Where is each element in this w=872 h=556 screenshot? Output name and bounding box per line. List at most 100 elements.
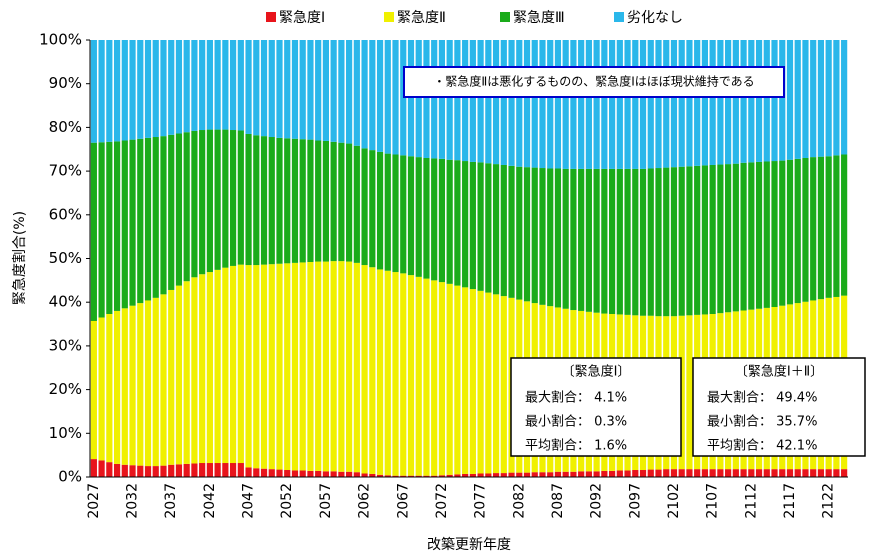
- bar-segment: [431, 40, 438, 159]
- bar-segment: [678, 40, 685, 167]
- bar-segment: [361, 265, 368, 474]
- bar-segment: [585, 471, 592, 477]
- bar-segment: [438, 475, 446, 477]
- bar-segment: [400, 475, 407, 477]
- bar-segment: [802, 40, 809, 158]
- bar-segment: [500, 473, 507, 477]
- bar-segment: [98, 142, 105, 318]
- bar-segment: [585, 40, 592, 169]
- bar-segment: [817, 156, 825, 300]
- bar-segment: [570, 40, 577, 169]
- x-tick-label: 2107: [705, 483, 721, 519]
- bar-segment: [315, 261, 322, 471]
- bar-segment: [492, 294, 500, 474]
- bar-segment: [369, 150, 376, 268]
- legend-swatch: [614, 12, 624, 22]
- bar-segment: [531, 167, 538, 304]
- y-tick-label: 80%: [49, 118, 82, 136]
- y-tick-label: 40%: [49, 293, 82, 311]
- bar-segment: [639, 470, 647, 477]
- bar-segment: [825, 40, 832, 157]
- bar-segment: [632, 40, 639, 169]
- bar-segment: [539, 40, 546, 169]
- bar-segment: [446, 40, 453, 160]
- x-tick-label: 2067: [395, 483, 411, 519]
- bar-segment: [175, 464, 183, 477]
- bar-segment: [663, 469, 670, 477]
- x-tick-label: 2077: [473, 483, 489, 519]
- bar-segment: [709, 469, 716, 477]
- bar-segment: [593, 40, 600, 169]
- bar-segment: [431, 475, 438, 477]
- bar-segment: [686, 40, 693, 167]
- bar-segment: [376, 474, 384, 477]
- bar-segment: [253, 265, 260, 469]
- legend-label: 緊急度Ⅱ: [397, 10, 446, 26]
- bar-segment: [485, 292, 492, 474]
- bar-segment: [523, 40, 531, 168]
- bar-segment: [260, 136, 268, 265]
- stat-row: 最小割合： 0.3%: [525, 414, 627, 430]
- bar-segment: [663, 167, 670, 317]
- bar-segment: [175, 40, 183, 134]
- bar-segment: [137, 138, 144, 304]
- x-tick-label: 2047: [241, 483, 257, 519]
- bar-segment: [647, 168, 654, 316]
- bar-segment: [137, 465, 144, 477]
- bar-segment: [578, 471, 585, 477]
- bar-segment: [740, 40, 747, 163]
- bar-segment: [547, 168, 554, 307]
- bar-segment: [330, 471, 337, 477]
- bar-segment: [284, 470, 291, 477]
- bar-segment: [616, 470, 623, 477]
- bar-segment: [570, 471, 577, 477]
- bar-segment: [763, 40, 770, 162]
- bar-segment: [346, 471, 353, 477]
- bar-segment: [384, 153, 391, 271]
- bar-segment: [779, 469, 786, 477]
- bar-segment: [322, 471, 330, 477]
- y-tick-label: 70%: [49, 162, 82, 180]
- stat-title: 〔緊急度Ⅰ〕: [562, 364, 631, 380]
- bar-segment: [330, 261, 337, 472]
- bar-segment: [183, 463, 190, 477]
- bar-segment: [678, 166, 685, 316]
- x-tick-label: 2032: [125, 483, 141, 519]
- bar-segment: [454, 160, 461, 286]
- bar-segment: [384, 40, 391, 154]
- bar-segment: [284, 263, 291, 471]
- bar-segment: [392, 475, 399, 477]
- bar-segment: [307, 40, 314, 140]
- bar-segment: [833, 40, 840, 156]
- bar-segment: [338, 142, 345, 262]
- legend-swatch: [500, 12, 510, 22]
- bar-segment: [284, 138, 291, 264]
- y-tick-label: 0%: [58, 468, 82, 486]
- bar-segment: [307, 470, 314, 477]
- bar-segment: [121, 40, 128, 141]
- bar-segment: [160, 40, 167, 137]
- bar-segment: [106, 141, 113, 314]
- bar-segment: [771, 469, 778, 477]
- bar-segment: [276, 40, 283, 138]
- bar-segment: [593, 168, 600, 313]
- bar-segment: [755, 469, 763, 477]
- bar-segment: [376, 269, 384, 475]
- bar-segment: [755, 40, 763, 162]
- bar-segment: [593, 471, 600, 477]
- bar-segment: [585, 168, 592, 312]
- x-axis-label: 改築更新年度: [427, 537, 511, 553]
- bar-segment: [771, 161, 778, 308]
- bar-segment: [229, 130, 237, 266]
- bar-segment: [779, 160, 786, 306]
- bar-segment: [655, 168, 662, 317]
- bar-segment: [717, 40, 724, 165]
- bar-segment: [508, 472, 515, 477]
- bar-segment: [206, 129, 213, 273]
- bar-segment: [462, 40, 469, 162]
- bar-segment: [346, 40, 353, 144]
- bar-segment: [492, 40, 500, 165]
- x-tick-label: 2087: [550, 483, 566, 519]
- bar-segment: [253, 40, 260, 136]
